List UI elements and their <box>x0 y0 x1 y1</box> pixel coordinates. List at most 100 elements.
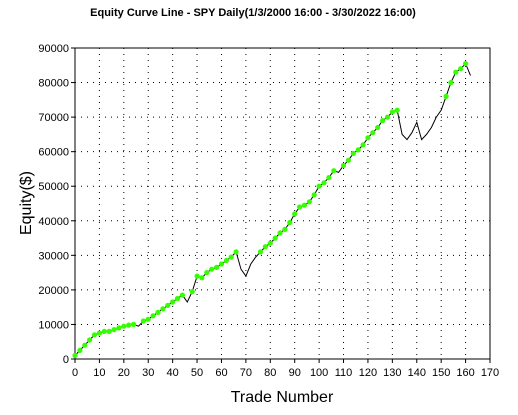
equity-point <box>116 325 122 331</box>
equity-point <box>165 302 171 308</box>
equity-point <box>101 328 107 334</box>
y-tick-label: 10000 <box>38 319 69 331</box>
equity-point <box>350 150 356 156</box>
equity-point <box>321 180 327 186</box>
x-tick-label: 80 <box>264 367 276 379</box>
equity-point <box>389 109 395 115</box>
equity-point <box>214 264 220 270</box>
x-tick-label: 150 <box>432 367 450 379</box>
equity-point <box>267 240 273 246</box>
y-tick-label: 80000 <box>38 78 69 90</box>
equity-point <box>375 124 381 131</box>
equity-point <box>160 306 166 312</box>
equity-point <box>365 135 371 141</box>
y-tick-label: 20000 <box>38 285 69 297</box>
equity-point <box>199 275 205 281</box>
equity-point <box>140 318 146 324</box>
y-tick-label: 40000 <box>38 216 69 228</box>
equity-point <box>282 226 288 232</box>
equity-point <box>223 257 229 264</box>
equity-point <box>272 235 278 241</box>
equity-point <box>355 147 361 153</box>
equity-point <box>316 183 322 189</box>
x-tick-label: 120 <box>359 367 377 379</box>
equity-point <box>87 337 93 343</box>
equity-point <box>91 332 98 338</box>
x-tick-label: 170 <box>481 367 499 379</box>
equity-point <box>145 316 151 322</box>
equity-point <box>106 328 112 334</box>
y-tick-label: 50000 <box>38 181 69 193</box>
equity-point <box>194 273 200 279</box>
equity-point <box>96 330 102 336</box>
axis-ticks: 0 10 20 30 40 50 60 70 80 90 100 110 120 130 140 150 160… <box>38 43 499 379</box>
equity-point <box>306 199 312 205</box>
equity-point <box>121 323 127 329</box>
equity-point <box>277 230 283 236</box>
equity-point <box>209 266 215 272</box>
x-tick-label: 70 <box>240 367 252 379</box>
equity-point <box>287 219 293 226</box>
x-tick-label: 50 <box>191 367 203 379</box>
equity-point <box>189 289 195 295</box>
equity-point <box>443 93 449 99</box>
equity-point <box>340 162 347 169</box>
equity-point <box>72 352 78 359</box>
equity-point <box>262 244 268 250</box>
x-tick-label: 100 <box>310 367 328 379</box>
chart-title: Equity Curve Line - SPY Daily(1/3/2000 1… <box>90 7 416 19</box>
y-tick-label: 0 <box>63 354 69 366</box>
equity-point <box>82 342 88 348</box>
equity-point <box>463 61 469 67</box>
equity-point <box>174 295 181 302</box>
x-tick-label: 30 <box>142 367 154 379</box>
x-tick-label: 90 <box>289 367 301 379</box>
equity-point <box>297 204 303 210</box>
equity-point <box>331 168 337 174</box>
equity-point <box>360 142 366 148</box>
y-tick-label: 30000 <box>38 250 69 262</box>
grid <box>75 48 490 359</box>
equity-point <box>150 313 156 319</box>
equity-point <box>380 118 386 124</box>
x-axis-title: Trade Number <box>231 389 334 406</box>
equity-point <box>292 211 298 217</box>
equity-point <box>111 327 117 333</box>
equity-point <box>77 347 83 353</box>
equity-point <box>126 322 132 328</box>
plot-frame <box>74 47 491 360</box>
equity-point <box>155 309 161 315</box>
x-tick-label: 0 <box>72 367 78 379</box>
equity-point <box>311 192 317 198</box>
x-tick-label: 60 <box>215 367 227 379</box>
x-tick-label: 130 <box>383 367 401 379</box>
equity-point <box>257 249 264 255</box>
equity-point <box>179 292 185 298</box>
equity-point <box>170 299 176 305</box>
y-tick-label: 60000 <box>38 147 69 159</box>
y-tick-label: 90000 <box>38 43 69 55</box>
y-tick-label: 70000 <box>38 112 69 124</box>
equity-point <box>458 66 464 72</box>
y-axis-title: Equity($) <box>18 171 35 235</box>
equity-point <box>448 80 454 86</box>
equity-point <box>345 157 351 163</box>
equity-point <box>204 270 210 276</box>
equity-line <box>74 62 471 356</box>
x-tick-label: 10 <box>93 367 105 379</box>
x-tick-label: 160 <box>456 367 474 379</box>
equity-point <box>131 321 137 327</box>
equity-point <box>228 254 234 260</box>
equity-point <box>384 114 391 120</box>
equity-point <box>370 130 376 136</box>
equity-point <box>233 249 239 255</box>
x-tick-label: 140 <box>408 367 426 379</box>
equity-point <box>326 175 332 181</box>
equity-point <box>453 69 459 75</box>
equity-point <box>394 107 400 113</box>
equity-point <box>301 202 308 208</box>
x-tick-label: 110 <box>335 367 353 379</box>
x-tick-label: 40 <box>167 367 179 379</box>
x-tick-label: 20 <box>118 367 130 379</box>
